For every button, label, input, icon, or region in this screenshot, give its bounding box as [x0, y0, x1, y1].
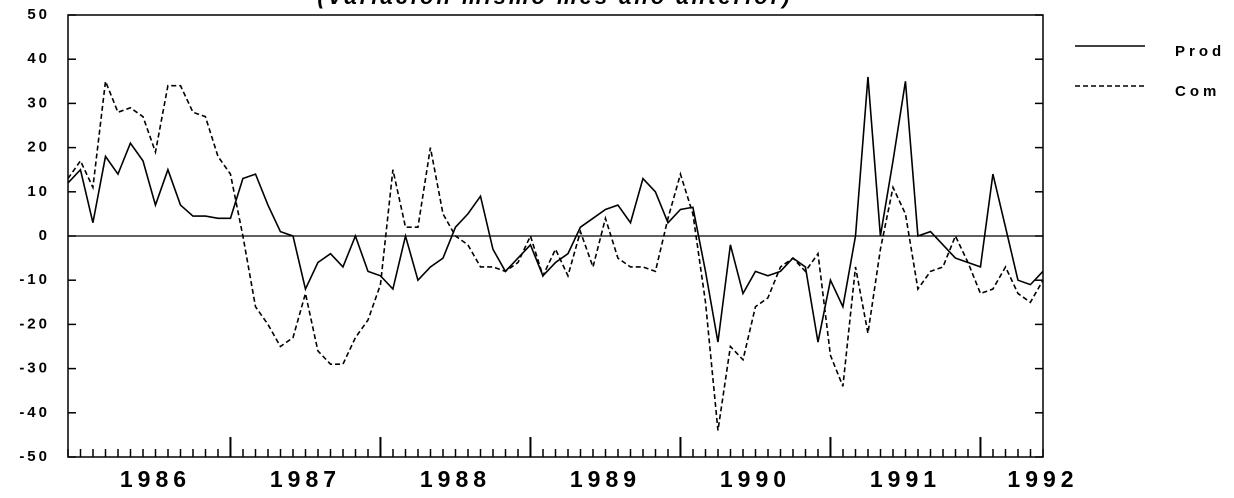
x-tick-label: 1987 — [270, 466, 341, 492]
x-tick-label: 1992 — [1007, 466, 1078, 492]
y-tick-label: -40 — [19, 404, 50, 421]
y-tick-label: -10 — [19, 271, 50, 288]
y-tick-label: 20 — [27, 139, 50, 156]
legend-label: Com — [1175, 83, 1220, 100]
x-tick-label: 1986 — [120, 466, 191, 492]
y-tick-label: 40 — [27, 50, 50, 67]
y-tick-label: 0 — [39, 227, 50, 244]
x-tick-label: 1989 — [570, 466, 641, 492]
y-tick-label: 30 — [27, 94, 50, 111]
y-tick-label: 10 — [27, 183, 50, 200]
chart-title: (Variación mismo mes año anterior) — [317, 0, 792, 9]
y-tick-label: 50 — [27, 6, 50, 23]
y-tick-label: -20 — [19, 315, 50, 332]
y-tick-label: -50 — [19, 448, 50, 465]
x-tick-label: 1988 — [420, 466, 491, 492]
x-tick-label: 1991 — [870, 466, 941, 492]
x-tick-label: 1990 — [720, 466, 791, 492]
y-tick-label: -30 — [19, 360, 50, 377]
series-line — [67, 76, 1044, 343]
legend-label: Prod — [1175, 43, 1225, 60]
series-line — [67, 81, 1044, 431]
